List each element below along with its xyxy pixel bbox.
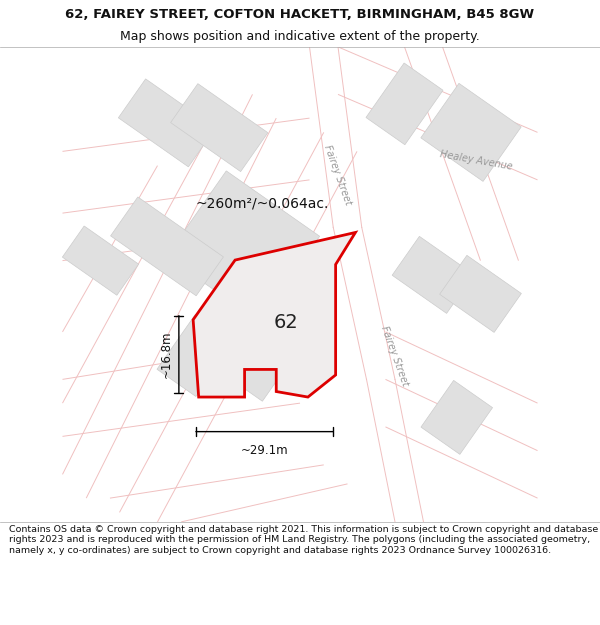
Polygon shape xyxy=(157,315,234,396)
Text: Fairey Street: Fairey Street xyxy=(379,324,410,387)
Text: Contains OS data © Crown copyright and database right 2021. This information is : Contains OS data © Crown copyright and d… xyxy=(9,525,598,555)
Polygon shape xyxy=(366,63,443,145)
Polygon shape xyxy=(392,236,474,313)
Text: 62: 62 xyxy=(274,313,298,332)
Polygon shape xyxy=(421,83,521,181)
Polygon shape xyxy=(166,171,320,322)
Polygon shape xyxy=(421,381,493,454)
Polygon shape xyxy=(118,79,215,167)
Text: Map shows position and indicative extent of the property.: Map shows position and indicative extent… xyxy=(120,30,480,43)
Polygon shape xyxy=(62,226,139,295)
Text: ~29.1m: ~29.1m xyxy=(241,444,288,456)
Text: Healey Avenue: Healey Avenue xyxy=(439,149,513,173)
Polygon shape xyxy=(223,319,301,401)
Polygon shape xyxy=(193,232,355,397)
Text: 62, FAIREY STREET, COFTON HACKETT, BIRMINGHAM, B45 8GW: 62, FAIREY STREET, COFTON HACKETT, BIRMI… xyxy=(65,9,535,21)
Text: Fairey Street: Fairey Street xyxy=(322,144,353,206)
Polygon shape xyxy=(170,84,268,172)
Text: ~260m²/~0.064ac.: ~260m²/~0.064ac. xyxy=(196,197,329,211)
Polygon shape xyxy=(440,256,521,332)
Text: ~16.8m: ~16.8m xyxy=(160,331,173,378)
Polygon shape xyxy=(110,197,223,296)
